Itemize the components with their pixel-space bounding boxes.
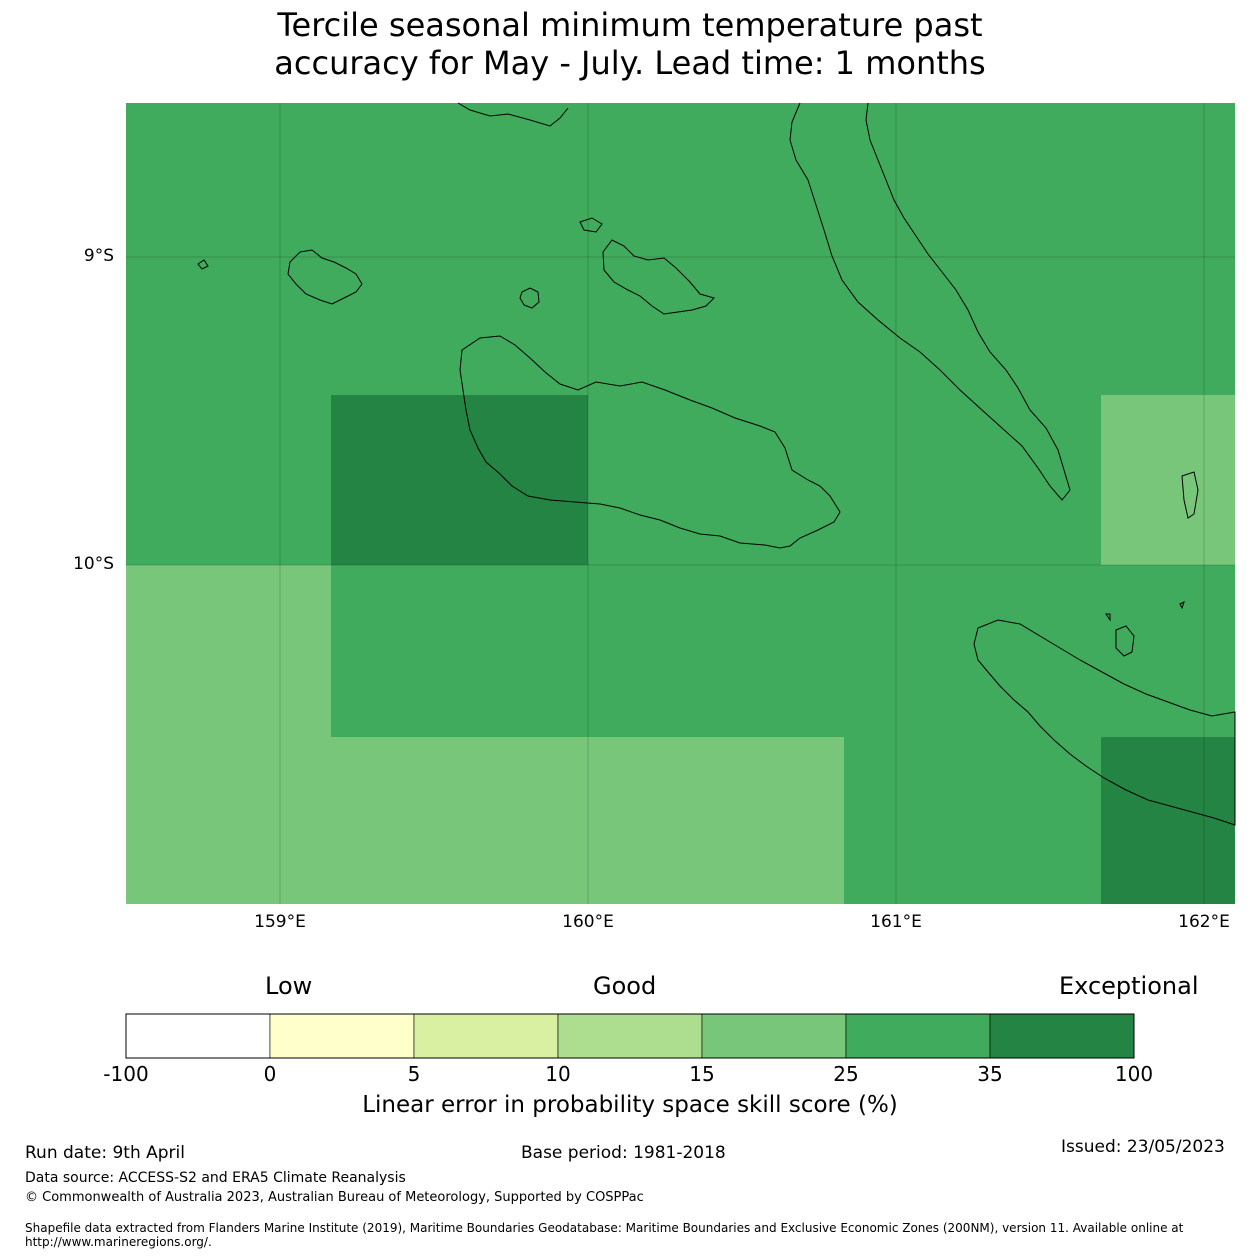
colorbar-segment-3	[413, 1013, 559, 1059]
makira-coastline	[973, 619, 1236, 826]
map-cell-good-east	[1101, 395, 1235, 565]
ulawa-island-coastline	[1115, 625, 1135, 657]
lon-label-161e: 161°E	[870, 912, 922, 932]
colorbar-tick-2: 0	[263, 1062, 277, 1086]
lat-label-9s: 9°S	[83, 246, 114, 266]
lon-label-162e: 162°E	[1178, 912, 1230, 932]
nggela-islands-coastline	[602, 239, 715, 315]
chart-title: Tercile seasonal minimum temperature pas…	[0, 6, 1260, 82]
shapefile-credit-line-2: http://www.marineregions.org/.	[25, 1235, 212, 1249]
colorbar	[125, 1013, 1135, 1059]
small-islet-east	[1181, 471, 1199, 519]
title-line-1: Tercile seasonal minimum temperature pas…	[277, 6, 983, 44]
small-islet-northeast	[1179, 601, 1185, 610]
run-date: Run date: 9th April	[25, 1143, 185, 1163]
data-source: Data source: ACCESS-S2 and ERA5 Climate …	[25, 1170, 406, 1186]
copyright: © Commonwealth of Australia 2023, Austra…	[25, 1190, 644, 1205]
colorbar-word-exceptional: Exceptional	[1059, 972, 1199, 1000]
colorbar-tick-7: 35	[977, 1062, 1003, 1086]
issued-date: Issued: 23/05/2023	[1061, 1137, 1225, 1157]
shapefile-credit: Shapefile data extracted from Flanders M…	[25, 1221, 1245, 1249]
small-islet-west	[197, 259, 209, 270]
guadalcanal-coastline	[459, 335, 841, 549]
small-islet-ne2	[1105, 613, 1111, 622]
colorbar-segment-2	[269, 1013, 415, 1059]
russell-islands-coastline	[287, 249, 363, 305]
malaita-coastline	[789, 102, 1071, 501]
savo-island-coastline	[519, 287, 540, 309]
colorbar-segment-7	[989, 1013, 1135, 1059]
map-cell-good-south	[331, 737, 844, 904]
colorbar-tick-8: 100	[1114, 1062, 1154, 1086]
colorbar-segment-4	[557, 1013, 703, 1059]
colorbar-tick-6: 25	[833, 1062, 859, 1086]
colorbar-word-low: Low	[265, 972, 313, 1000]
colorbar-segment-1	[125, 1013, 271, 1059]
colorbar-outline	[125, 1013, 1135, 1059]
shapefile-credit-line-1: Shapefile data extracted from Flanders M…	[25, 1221, 1184, 1235]
colorbar-label: Linear error in probability space skill …	[362, 1092, 898, 1118]
colorbar-tick-5: 15	[689, 1062, 715, 1086]
colorbar-tick-3: 5	[407, 1062, 421, 1086]
map-cell-exceptional-north	[331, 395, 588, 565]
map-cell-good-southwest	[126, 565, 331, 904]
colorbar-segment-6	[845, 1013, 991, 1059]
colorbar-tick-1: -100	[103, 1062, 149, 1086]
base-period: Base period: 1981-2018	[521, 1143, 726, 1163]
florida-islet	[579, 217, 603, 233]
lat-label-10s: 10°S	[73, 554, 114, 574]
north-islets	[457, 102, 569, 127]
coastlines	[197, 102, 1236, 826]
colorbar-tick-4: 10	[545, 1062, 571, 1086]
lon-label-159e: 159°E	[254, 912, 306, 932]
colorbar-word-good: Good	[593, 972, 657, 1000]
title-line-2: accuracy for May - July. Lead time: 1 mo…	[274, 44, 986, 82]
map-cell-exceptional-southeast	[1101, 737, 1235, 904]
skill-cells	[126, 103, 1235, 904]
colorbar-segment-5	[701, 1013, 847, 1059]
lon-label-160e: 160°E	[562, 912, 614, 932]
